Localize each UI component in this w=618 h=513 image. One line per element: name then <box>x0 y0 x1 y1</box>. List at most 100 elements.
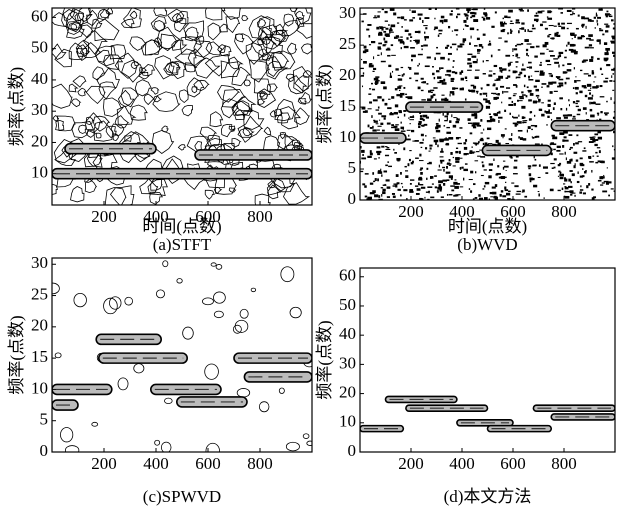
noise-dot <box>378 31 383 35</box>
ridge <box>360 424 405 433</box>
noise-dot <box>474 160 479 162</box>
noise-dot <box>532 165 537 167</box>
noise-dot <box>474 197 478 199</box>
noise-dot <box>553 58 558 60</box>
noise-dot <box>606 50 609 53</box>
noise-dot <box>550 142 555 145</box>
noise-dot <box>446 193 449 196</box>
noise-dot <box>605 47 610 51</box>
noise-contour <box>52 43 67 60</box>
noise-contour <box>241 15 249 21</box>
noise-dot <box>409 116 415 118</box>
noise-dot <box>513 116 518 119</box>
noise-dot <box>470 16 473 19</box>
noise-dot <box>464 14 469 17</box>
noise-dot <box>498 37 502 39</box>
noise-dot <box>455 8 460 10</box>
noise-dot <box>429 147 432 150</box>
noise-dot <box>572 118 576 120</box>
noise-dot <box>576 113 581 116</box>
noise-dot <box>409 119 415 121</box>
noise-dot <box>385 148 391 150</box>
noise-contour <box>260 24 287 50</box>
noise-dot <box>423 25 428 27</box>
noise-dot <box>418 120 422 124</box>
y-tick-label: 10 <box>31 163 48 182</box>
noise-dot <box>474 122 480 126</box>
noise-dot <box>441 148 443 152</box>
noise-dot <box>373 119 376 121</box>
noise-dot <box>596 87 598 89</box>
noise-dot <box>426 56 431 59</box>
noise-dot <box>482 17 486 21</box>
noise-dot <box>398 39 403 42</box>
x-tick-label: 200 <box>91 454 117 473</box>
noise-dot <box>507 198 511 200</box>
noise-contour <box>78 124 87 134</box>
noise-contour <box>250 287 257 293</box>
noise-dot <box>474 142 479 145</box>
noise-dot <box>530 124 535 127</box>
noise-contour <box>220 123 236 138</box>
y-tick-label: 25 <box>339 34 356 53</box>
noise-dot <box>368 64 374 68</box>
noise-dot <box>377 125 382 127</box>
noise-dot <box>543 197 545 199</box>
noise-dot <box>522 63 524 67</box>
noise-dot <box>521 94 526 96</box>
noise-dot <box>490 54 493 58</box>
noise-dot <box>374 178 377 182</box>
noise-dot <box>549 143 552 146</box>
noise-contour <box>217 44 227 54</box>
noise-dot <box>532 136 535 139</box>
noise-dot <box>438 33 442 35</box>
noise-dot <box>582 150 587 152</box>
noise-contour <box>99 8 110 19</box>
noise-contour <box>114 115 130 129</box>
noise-dot <box>597 160 601 163</box>
noise-dot <box>464 98 467 101</box>
noise-dot <box>405 96 408 99</box>
noise-dot <box>558 82 564 85</box>
noise-contour <box>104 187 127 205</box>
noise-dot <box>456 194 461 196</box>
noise-dot <box>452 165 456 167</box>
noise-dot <box>548 50 554 52</box>
noise-dot <box>591 188 594 191</box>
noise-dot <box>375 109 380 111</box>
noise-dot <box>405 93 408 95</box>
noise-dot <box>423 44 428 47</box>
noise-dot <box>493 158 495 162</box>
noise-dot <box>558 78 564 81</box>
noise-contour <box>205 41 223 56</box>
noise-dot <box>424 147 428 150</box>
noise-contour <box>245 42 266 65</box>
noise-dot <box>612 73 615 75</box>
noise-dot <box>463 177 465 181</box>
noise-dot <box>486 94 488 97</box>
noise-dot <box>582 25 584 28</box>
noise-dot <box>528 75 530 79</box>
noise-dot <box>395 68 399 71</box>
noise-dot <box>604 13 610 16</box>
noise-dot <box>515 193 521 195</box>
noise-dot <box>502 136 504 139</box>
noise-dot <box>480 174 484 177</box>
noise-contour <box>77 87 87 97</box>
noise-dot <box>488 198 491 200</box>
noise-dot <box>369 127 373 129</box>
noise-dot <box>534 125 538 128</box>
noise-contour <box>228 125 236 132</box>
noise-dot <box>517 99 519 102</box>
noise-dot <box>563 183 566 185</box>
noise-dot <box>546 85 550 88</box>
noise-dot <box>526 129 528 133</box>
noise-dot <box>467 122 473 124</box>
noise-contour <box>204 363 219 380</box>
noise-dot <box>524 39 529 42</box>
noise-dot <box>511 133 513 136</box>
noise-dot <box>483 128 485 131</box>
noise-dot <box>591 70 594 73</box>
noise-dot <box>439 156 444 158</box>
noise-dot <box>583 61 587 63</box>
